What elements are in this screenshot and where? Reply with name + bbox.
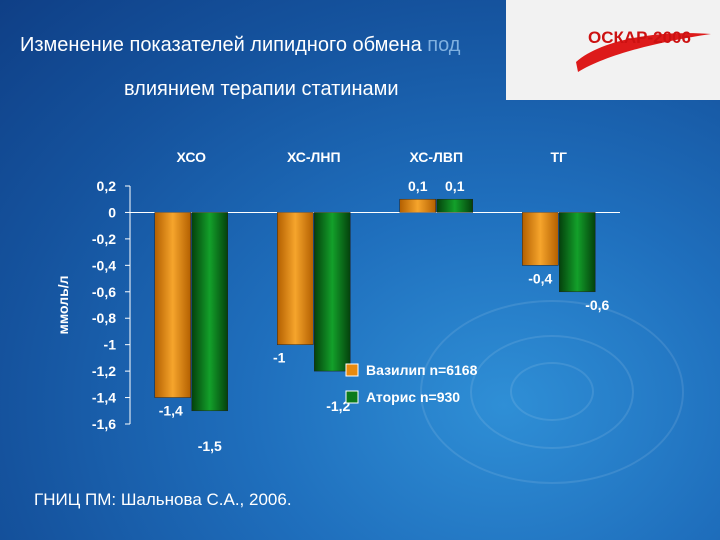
bar-atoris [191,212,228,412]
data-label: -1,4 [159,403,183,419]
logo-swoosh-icon [576,33,711,72]
legend-label: Вазилип n=6168 [366,362,478,378]
y-tick-label: -0,4 [92,257,116,273]
category-label: ТГ [551,149,568,165]
data-label: -0,6 [585,297,609,313]
legend-swatch [345,363,359,377]
slide-title-line1: Изменение показателей липидного обмена п… [20,34,460,57]
data-label: -1,2 [326,398,350,414]
y-tick-label: 0 [108,204,116,220]
bar-vasilip [522,212,559,266]
data-label: 0,1 [408,178,428,194]
slide-title-line2: влиянием терапии статинами [124,78,399,100]
bar-atoris [559,212,596,293]
category-label: ХС-ЛНП [287,149,341,165]
source-footer: ГНИЦ ПМ: Шальнова С.А., 2006. [34,490,292,509]
bar-vasilip [154,212,191,398]
bar-vasilip [399,198,436,213]
y-tick-label: -0,2 [92,231,116,247]
legend-swatch [345,390,359,404]
data-label: -1 [273,350,286,366]
title-faded: под [421,34,461,56]
y-tick-label: -1 [104,337,117,353]
background-ripple [420,300,684,484]
y-tick-label: -1,4 [92,390,116,406]
y-tick-label: -0,8 [92,310,116,326]
y-tick-label: -1,2 [92,363,116,379]
y-tick-label: 0,2 [97,178,117,194]
category-label: ХСО [177,149,207,165]
title-main: Изменение показателей липидного обмена [20,34,422,56]
background-ripple [510,362,594,421]
y-tick-label: -0,6 [92,284,116,300]
data-label: -0,4 [528,270,552,286]
category-label: ХС-ЛВП [409,149,463,165]
background-ripple [470,335,634,449]
y-axis-label: ммоль/л [55,275,71,334]
bar-atoris [436,198,473,213]
legend-label: Аторис n=930 [366,389,460,405]
bar-atoris [314,212,351,372]
data-label: -1,5 [198,438,222,454]
bar-vasilip [277,212,314,345]
logo-text: ОСКАР-2006 [588,28,691,47]
data-label: 0,1 [445,178,465,194]
y-tick-label: -1,6 [92,416,116,432]
logo-panel [506,0,720,100]
